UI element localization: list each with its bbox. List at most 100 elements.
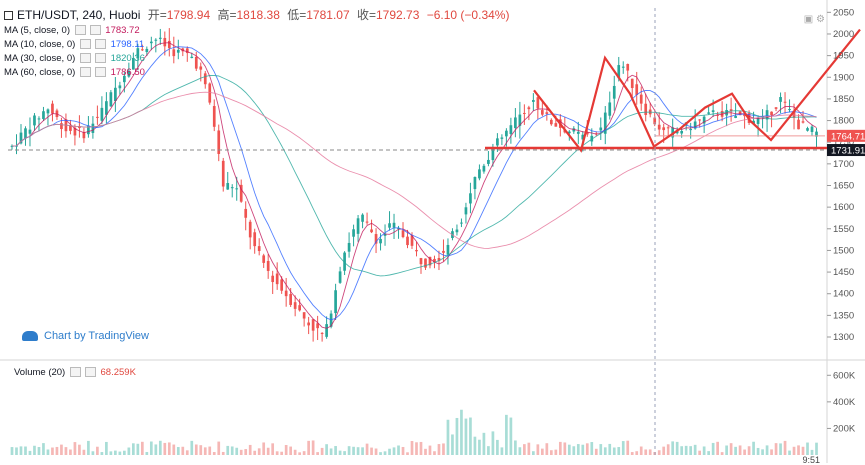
volume-bar xyxy=(774,443,778,455)
volume-bar xyxy=(73,442,77,455)
volume-bar xyxy=(788,450,791,455)
candle-body xyxy=(446,244,450,255)
candle-body xyxy=(51,103,54,114)
candle-body xyxy=(491,148,495,161)
candle-body xyxy=(302,312,306,319)
volume-bar xyxy=(338,450,342,455)
candle-body xyxy=(698,119,701,121)
candle-body xyxy=(248,221,252,238)
volume-bar xyxy=(172,444,176,455)
volume-bar xyxy=(415,442,418,455)
ma-10-row[interactable]: MA (10, close, 0) 1798.11 xyxy=(4,39,144,50)
volume-bar xyxy=(527,442,531,455)
volume-bar xyxy=(469,417,472,455)
symbol-label[interactable]: ETH/USDT, 240, Huobi xyxy=(17,8,141,22)
candle-body xyxy=(442,250,445,253)
price-tick-label: 1750 xyxy=(833,137,854,148)
collapse-icon[interactable] xyxy=(4,11,13,21)
settings-icon[interactable] xyxy=(79,67,91,78)
volume-bar xyxy=(163,442,167,455)
candle-body xyxy=(379,238,382,244)
volume-bar xyxy=(599,444,603,455)
volume-bar xyxy=(352,446,355,455)
volume-bar xyxy=(464,418,468,455)
candle-body xyxy=(24,128,27,139)
volume-bar xyxy=(756,447,760,455)
volume-label[interactable]: Volume (20) xyxy=(14,367,66,378)
ma-5-row[interactable]: MA (5, close, 0) 1783.72 xyxy=(4,25,140,36)
ma-60-row[interactable]: MA (60, close, 0) 1786.50 xyxy=(4,67,145,78)
volume-bar xyxy=(181,446,185,455)
volume-bar xyxy=(212,452,216,455)
settings-icon[interactable]: ⚙ xyxy=(816,14,825,25)
tradingview-watermark[interactable]: Chart by TradingView xyxy=(22,330,149,342)
volume-bar xyxy=(365,443,369,455)
candle-body xyxy=(105,101,108,115)
price-label-box xyxy=(827,144,865,157)
screenshot-icon[interactable]: ▣ xyxy=(803,14,814,25)
volume-bar xyxy=(451,434,454,455)
volume-bar xyxy=(96,446,99,455)
candle-body xyxy=(666,127,670,129)
close-icon[interactable] xyxy=(94,39,106,50)
volume-bar xyxy=(666,444,670,455)
candle-body xyxy=(91,123,95,133)
price-tick-label: 2050 xyxy=(833,7,854,18)
candle-body xyxy=(311,319,315,331)
settings-icon[interactable] xyxy=(79,39,91,50)
candle-body xyxy=(60,123,63,130)
volume-bar xyxy=(725,445,728,455)
settings-icon[interactable] xyxy=(74,25,86,36)
volume-bar xyxy=(563,442,567,455)
volume-bar xyxy=(105,441,108,455)
candle-body xyxy=(599,127,603,131)
moving-averages xyxy=(11,42,817,329)
volume-bar xyxy=(747,446,751,455)
candle-body xyxy=(752,120,755,124)
candle-body xyxy=(244,208,248,218)
close-icon[interactable] xyxy=(84,367,96,378)
close-icon[interactable] xyxy=(89,25,101,36)
volume-bar xyxy=(514,440,517,455)
candle-body xyxy=(693,121,697,129)
volume-bar xyxy=(87,440,90,455)
volume-bar xyxy=(518,447,522,455)
volume-bar xyxy=(127,447,131,455)
candle-body xyxy=(702,116,706,124)
candle-body xyxy=(797,119,800,130)
candle-body xyxy=(419,258,423,265)
chart-corner-buttons[interactable]: ▣ ⚙ xyxy=(804,14,825,25)
volume-bar xyxy=(329,448,333,455)
candle-body xyxy=(783,101,787,103)
candle-body xyxy=(334,290,337,314)
volume-bar xyxy=(540,448,544,455)
price-tick-label: 1950 xyxy=(833,51,854,62)
candle-body xyxy=(10,145,14,147)
candle-body xyxy=(482,165,486,172)
volume-bar xyxy=(33,445,36,455)
ma-30-row[interactable]: MA (30, close, 0) 1820.36 xyxy=(4,53,145,64)
settings-icon[interactable] xyxy=(69,367,81,378)
volume-bar xyxy=(370,447,373,455)
settings-icon[interactable] xyxy=(79,53,91,64)
volume-bar xyxy=(145,451,149,455)
volume-bar xyxy=(280,451,284,455)
volume-bar xyxy=(806,442,809,455)
candle-body xyxy=(410,235,414,246)
volume-bar xyxy=(28,450,32,455)
close-icon[interactable] xyxy=(94,53,106,64)
candle-body xyxy=(280,279,284,291)
candle-body xyxy=(406,236,409,246)
candle-body xyxy=(118,85,122,89)
volume-bar xyxy=(711,442,715,455)
volume-bar xyxy=(15,447,18,455)
candle-body xyxy=(707,112,710,114)
volume-bar xyxy=(626,440,630,455)
volume-bar xyxy=(478,439,481,455)
volume-bar xyxy=(82,449,86,455)
candle-body xyxy=(514,117,517,129)
candle-body xyxy=(127,70,131,77)
candle-body xyxy=(284,290,288,297)
close-icon[interactable] xyxy=(94,67,106,78)
